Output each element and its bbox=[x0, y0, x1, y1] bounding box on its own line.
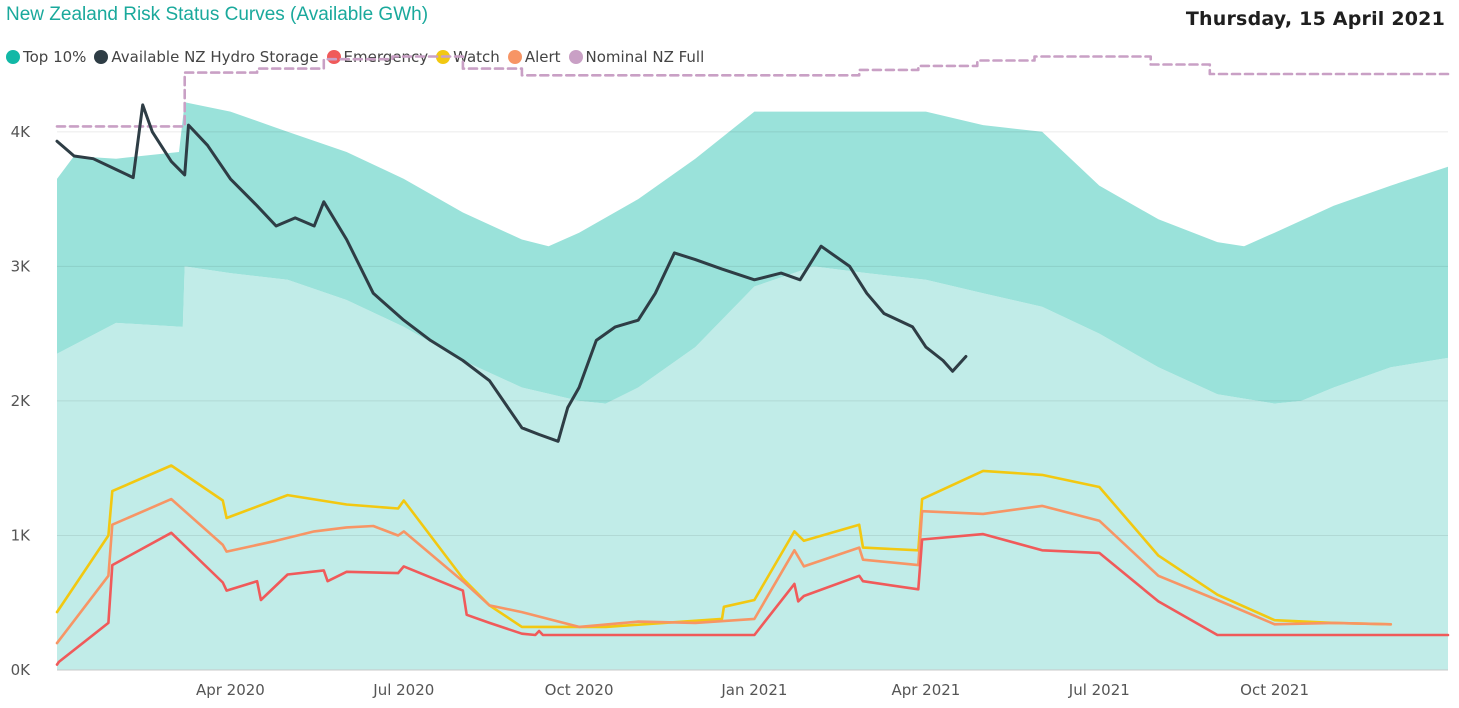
series-line-emergency bbox=[55, 531, 1450, 666]
x-tick-label: Jul 2020 bbox=[372, 681, 434, 699]
top10-band-area bbox=[57, 102, 1448, 404]
y-tick-label: 0K bbox=[11, 661, 32, 679]
x-tick-label: Apr 2021 bbox=[891, 681, 960, 699]
x-tick-label: Jul 2021 bbox=[1068, 681, 1130, 699]
legend-label-top10: Top 10% bbox=[23, 48, 87, 66]
legend-label-alert: Alert bbox=[524, 48, 561, 66]
legend-item-alert[interactable]: Alert bbox=[507, 48, 561, 66]
legend-item-hydro-storage[interactable]: Available NZ Hydro Storage bbox=[94, 48, 319, 66]
legend-label-nominal-full: Nominal NZ Full bbox=[585, 48, 705, 66]
series-line-watch bbox=[55, 464, 1393, 629]
y-tick-label: 4K bbox=[11, 123, 32, 141]
y-tick-label: 1K bbox=[11, 526, 32, 544]
legend-swatch-alert bbox=[507, 50, 522, 64]
y-tick-label: 3K bbox=[11, 257, 32, 275]
lower-range-area bbox=[57, 266, 1448, 670]
legend-swatch-top10 bbox=[6, 50, 20, 64]
legend-label-emergency: Emergency bbox=[343, 48, 429, 66]
legend-swatch-nominal-full bbox=[568, 50, 583, 64]
legend-swatch-hydro-storage bbox=[94, 50, 109, 64]
legend-item-nominal-full[interactable]: Nominal NZ Full bbox=[568, 48, 705, 66]
legend-item-top10[interactable]: Top 10% bbox=[6, 48, 86, 66]
x-tick-label: Oct 2021 bbox=[1240, 681, 1309, 699]
x-tick-label: Oct 2020 bbox=[545, 681, 614, 699]
series-line-nominal-nz-full bbox=[55, 55, 1450, 128]
series-line-available-nz-hydro-storage bbox=[55, 103, 968, 443]
legend-label-watch: Watch bbox=[453, 48, 500, 66]
x-tick-label: Apr 2020 bbox=[196, 681, 265, 699]
x-tick-label: Jan 2021 bbox=[720, 681, 787, 699]
chart-title: New Zealand Risk Status Curves (Availabl… bbox=[6, 4, 429, 25]
legend-label-hydro-storage: Available NZ Hydro Storage bbox=[111, 48, 319, 66]
report-date: Thursday, 15 April 2021 bbox=[1185, 8, 1445, 30]
series-line-alert bbox=[55, 497, 1393, 645]
y-tick-label: 2K bbox=[11, 392, 32, 410]
